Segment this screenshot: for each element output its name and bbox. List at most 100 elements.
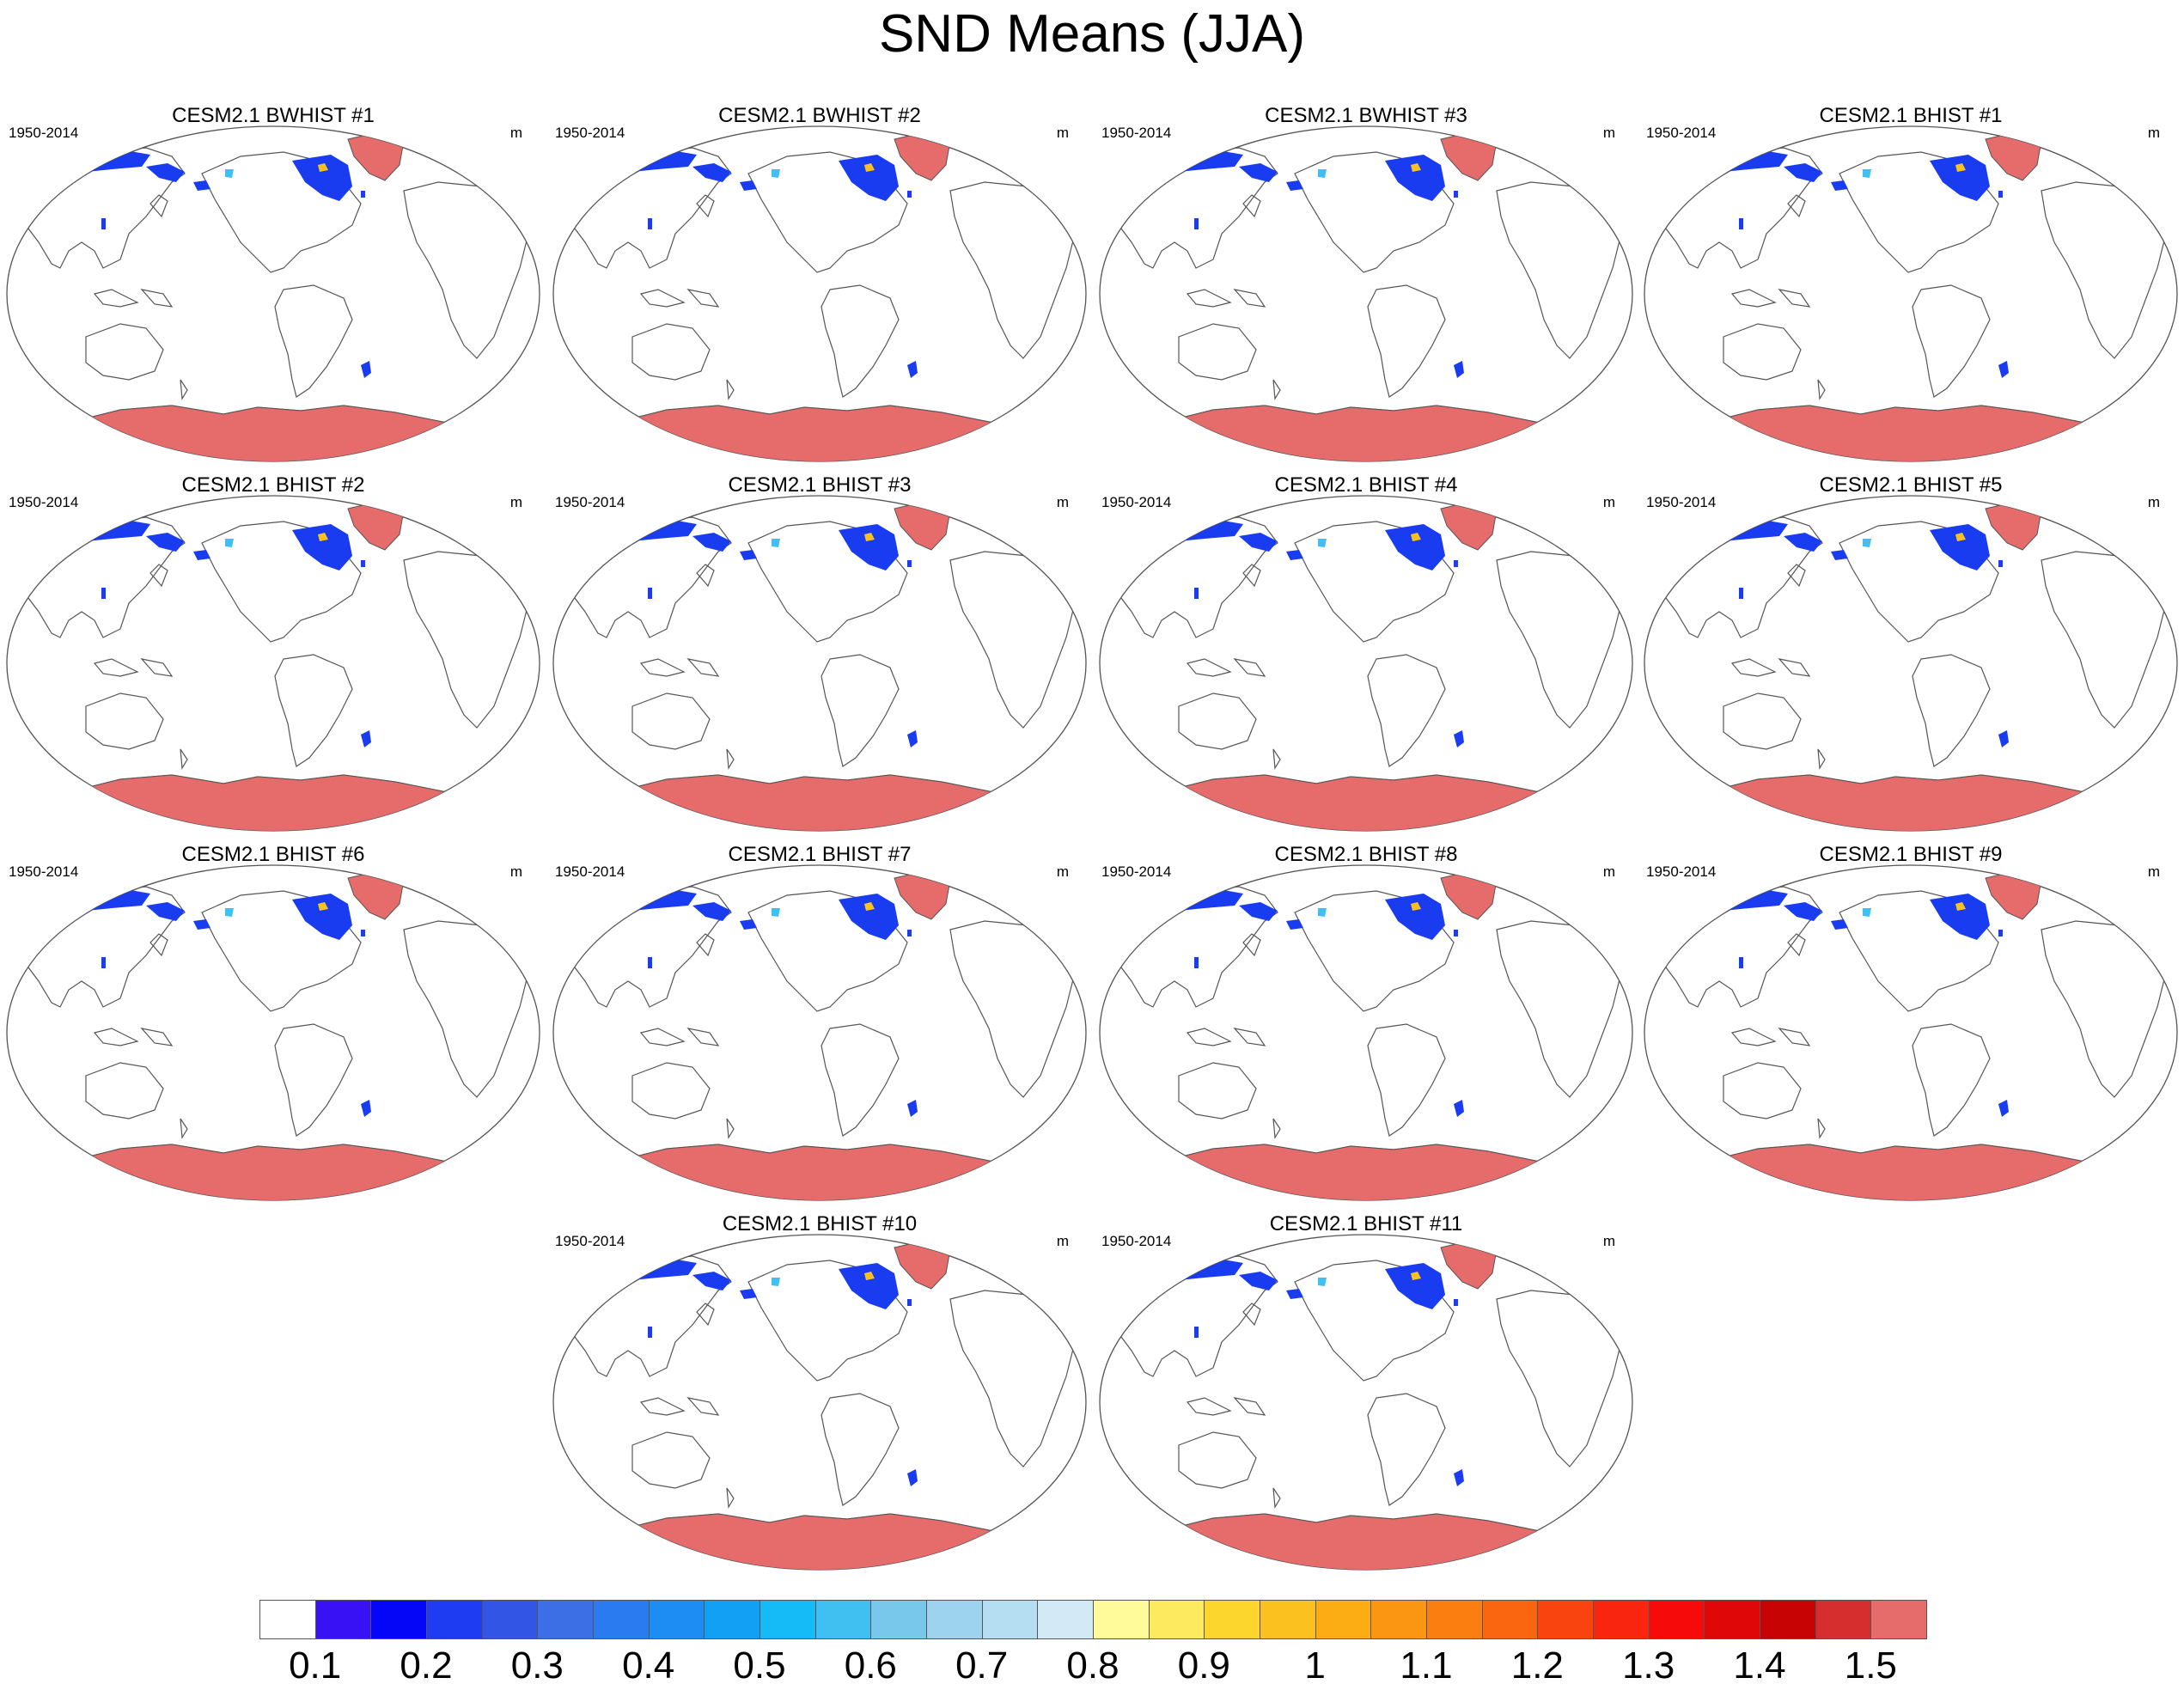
colorbar-box [1037, 1600, 1094, 1639]
map-panel: CESM2.1 BWHIST #1 1950-2014 m [0, 103, 546, 473]
map-svg [1644, 125, 2178, 462]
map-svg [6, 864, 540, 1201]
map-panel: CESM2.1 BHIST #9 1950-2014 m [1638, 842, 2184, 1211]
colorbar-box [481, 1600, 539, 1639]
map-panel: CESM2.1 BHIST #5 1950-2014 m [1638, 473, 2184, 842]
arctic-islands-snow [1239, 163, 1278, 182]
map-panel: CESM2.1 BHIST #6 1950-2014 m [0, 842, 546, 1211]
panel-title: CESM2.1 BWHIST #2 [718, 104, 921, 127]
colorbar-tick-label: 1.2 [1510, 1644, 1564, 1687]
colorbar-box [1426, 1600, 1483, 1639]
map-panel: CESM2.1 BHIST #11 1950-2014 m [1093, 1211, 1639, 1581]
colorbar-box [981, 1600, 1039, 1639]
colorbar-tick-label: 1.3 [1622, 1644, 1675, 1687]
panel-period-label: 1950-2014 [1101, 125, 1172, 141]
colorbar [259, 1600, 1927, 1641]
map-svg [1099, 864, 1633, 1201]
arctic-islands-snow [1784, 533, 1822, 552]
map-svg [1099, 495, 1633, 832]
panel-period-label: 1950-2014 [555, 494, 625, 510]
page-title: SND Means (JJA) [878, 4, 1306, 64]
colorbar-box [1704, 1600, 1760, 1639]
colorbar-box [370, 1600, 427, 1639]
canada-snow [1930, 894, 1990, 940]
panel-units-label: m [1056, 1233, 1069, 1249]
panel-title: CESM2.1 BHIST #8 [1274, 843, 1458, 866]
panel-title: CESM2.1 BHIST #1 [1819, 104, 2003, 127]
arctic-islands-snow [146, 163, 185, 182]
panel-title: CESM2.1 BHIST #6 [181, 843, 365, 866]
colorbar-box [870, 1600, 927, 1639]
colorbar-box [314, 1600, 372, 1639]
colorbar-tick-label: 0.7 [955, 1644, 1009, 1687]
map-svg [6, 495, 540, 832]
colorbar-box [1537, 1600, 1594, 1639]
canada-snow [839, 894, 899, 940]
colorbar-tick-label: 0.9 [1177, 1644, 1230, 1687]
arctic-islands-snow [692, 533, 731, 552]
panel-title: CESM2.1 BWHIST #3 [1265, 104, 1467, 127]
arctic-islands-snow [1239, 533, 1278, 552]
panel-units-label: m [2147, 494, 2160, 510]
colorbar-box [648, 1600, 705, 1639]
panel-period-label: 1950-2014 [1646, 125, 1717, 141]
panel-period-label: 1950-2014 [1646, 494, 1717, 510]
panel-units-label: m [1602, 863, 1615, 880]
panel-units-label: m [2147, 125, 2160, 141]
panel-title: CESM2.1 BHIST #2 [181, 473, 365, 497]
panel-units-label: m [1602, 125, 1615, 141]
panel-title: CESM2.1 BHIST #7 [728, 843, 912, 866]
colorbar-tick-label: 1.5 [1844, 1644, 1897, 1687]
colorbar-box [1760, 1600, 1816, 1639]
map-svg [6, 125, 540, 462]
colorbar-box [1148, 1600, 1205, 1639]
arctic-islands-snow [146, 533, 185, 552]
panel-period-label: 1950-2014 [555, 1233, 625, 1249]
panel-units-label: m [1602, 1233, 1615, 1249]
map-panel: CESM2.1 BWHIST #3 1950-2014 m [1093, 103, 1639, 473]
canada-snow [1385, 894, 1445, 940]
canada-snow [1385, 524, 1445, 570]
colorbar-box [1093, 1600, 1150, 1639]
arctic-islands-snow [146, 902, 185, 921]
panel-period-label: 1950-2014 [9, 863, 79, 880]
map-panel: CESM2.1 BHIST #4 1950-2014 m [1093, 473, 1639, 842]
panel-title: CESM2.1 BWHIST #1 [172, 104, 375, 127]
canada-snow [292, 155, 352, 201]
panel-units-label: m [1056, 494, 1069, 510]
colorbar-box [926, 1600, 983, 1639]
panel-period-label: 1950-2014 [9, 494, 79, 510]
canada-snow [1930, 524, 1990, 570]
map-panel: CESM2.1 BHIST #8 1950-2014 m [1093, 842, 1639, 1211]
arctic-islands-snow [1784, 163, 1822, 182]
map-svg [552, 864, 1087, 1201]
panel-period-label: 1950-2014 [555, 125, 625, 141]
colorbar-box [1370, 1600, 1427, 1639]
panel-units-label: m [1602, 494, 1615, 510]
map-panel: CESM2.1 BHIST #7 1950-2014 m [546, 842, 1093, 1211]
panel-period-label: 1950-2014 [1101, 494, 1172, 510]
arctic-islands-snow [692, 1272, 731, 1290]
arctic-islands-snow [1784, 902, 1822, 921]
canada-snow [292, 524, 352, 570]
canada-snow [839, 524, 899, 570]
arctic-islands-snow [1239, 902, 1278, 921]
canada-snow [1385, 1263, 1445, 1309]
canada-snow [839, 155, 899, 201]
map-panel: CESM2.1 BHIST #1 1950-2014 m [1638, 103, 2184, 473]
colorbar-box [537, 1600, 594, 1639]
map-panel: CESM2.1 BHIST #10 1950-2014 m [546, 1211, 1093, 1581]
colorbar-tick-label: 0.8 [1066, 1644, 1119, 1687]
colorbar-tick-label: 0.3 [510, 1644, 564, 1687]
panel-units-label: m [509, 494, 522, 510]
map-svg [1099, 1234, 1633, 1571]
map-svg [1644, 864, 2178, 1201]
colorbar-box [760, 1600, 816, 1639]
colorbar-box [1593, 1600, 1650, 1639]
colorbar-box [1315, 1600, 1372, 1639]
panel-period-label: 1950-2014 [1646, 863, 1717, 880]
arctic-islands-snow [692, 163, 731, 182]
colorbar-box [1815, 1600, 1872, 1639]
map-svg [1644, 495, 2178, 832]
colorbar-tick-label: 0.6 [844, 1644, 897, 1687]
